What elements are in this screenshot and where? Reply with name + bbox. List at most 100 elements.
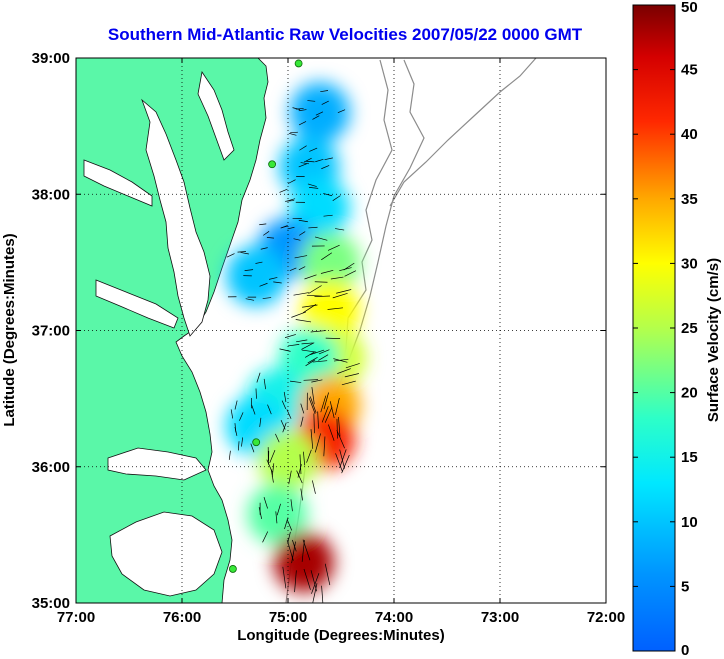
y-tick-label: 38:00 [32, 186, 70, 203]
velocity-arrow [290, 499, 293, 512]
velocity-arrow [324, 406, 333, 423]
velocity-arrow [279, 348, 291, 352]
velocity-arrow [303, 157, 312, 163]
velocity-arrow [259, 223, 267, 226]
velocity-arrow [276, 503, 281, 516]
velocity-arrow [239, 412, 244, 421]
velocity-arrow [323, 392, 329, 410]
velocity-arrow [287, 179, 296, 184]
velocity-arrow [294, 570, 297, 593]
velocity-cell [300, 280, 361, 341]
velocity-arrow [321, 585, 324, 603]
velocity-arrow [266, 237, 275, 239]
velocity-cell [289, 82, 350, 143]
velocity-arrow [323, 214, 333, 217]
velocity-arrow [312, 480, 316, 494]
velocity-cell [258, 429, 318, 490]
velocity-arrow [237, 251, 247, 253]
station-marker [252, 438, 261, 447]
velocity-arrow [301, 342, 315, 350]
velocity-arrow [329, 401, 335, 419]
velocity-arrow [228, 450, 231, 460]
colorbar-tick-label: 40 [681, 126, 698, 143]
velocity-arrow [280, 419, 286, 430]
velocity-arrow [321, 252, 333, 261]
velocity-arrow [309, 147, 318, 152]
station-markers [228, 59, 303, 573]
station-marker [228, 565, 237, 573]
velocity-arrow [301, 540, 305, 562]
velocity-arrow [240, 252, 249, 255]
y-tick-label: 37:00 [32, 323, 70, 340]
x-tick-label: 73:00 [481, 609, 519, 626]
colorbar-tick-label: 10 [681, 514, 698, 531]
chart-title: Southern Mid-Atlantic Raw Velocities 200… [108, 25, 583, 44]
pamlico-sound [109, 511, 223, 597]
velocity-arrow [226, 253, 235, 258]
velocity-arrow [344, 373, 359, 378]
velocity-arrow [336, 289, 352, 294]
velocity-arrow [323, 436, 326, 457]
colorbar-tick-label: 35 [681, 191, 698, 208]
velocity-arrow [275, 511, 278, 524]
velocity-arrow [291, 541, 296, 564]
velocity-arrow [244, 269, 254, 271]
velocity-arrow [304, 274, 317, 280]
velocity-arrow [299, 231, 306, 236]
velocity-arrow [307, 100, 316, 102]
grid-lines [76, 58, 606, 603]
velocity-arrow [311, 573, 320, 594]
velocity-arrow [293, 292, 309, 296]
colorbar-tick-label: 20 [681, 385, 698, 402]
velocity-arrow [262, 531, 269, 543]
velocity-arrow [314, 433, 321, 453]
velocity-arrow [263, 496, 268, 509]
velocity-arrow [290, 131, 298, 134]
velocity-arrow [318, 354, 329, 361]
velocity-arrow [279, 188, 288, 193]
velocity-arrow [300, 488, 303, 501]
x-axis-label: Longitude (Degrees:Minutes) [237, 627, 445, 644]
velocity-arrow [289, 380, 302, 383]
velocity-cell [300, 232, 361, 293]
velocity-arrow [287, 531, 291, 544]
velocity-vectors [226, 90, 360, 603]
velocity-arrow [292, 107, 301, 110]
velocity-field [226, 82, 366, 603]
velocity-arrow [335, 453, 343, 472]
velocity-blobs [226, 82, 366, 593]
velocity-arrow [299, 145, 307, 151]
velocity-arrow [286, 409, 292, 419]
velocity-arrow [262, 297, 272, 299]
velocity-arrow [270, 468, 274, 483]
plot-area [75, 57, 607, 604]
colorbar: 0 5 10 15 20 25 30 35 40 45 50 Surface Velocity (c… [632, 0, 722, 659]
albemarle-sound [107, 447, 207, 481]
x-axis: 77:00 76:00 75:00 74:00 73:00 72:00 [57, 58, 625, 626]
velocity-arrow [324, 157, 333, 161]
velocity-arrow [283, 391, 287, 403]
velocity-arrow [260, 247, 268, 250]
y-tick-label: 35:00 [32, 595, 70, 612]
velocity-arrow [306, 449, 312, 463]
velocity-arrow [273, 281, 282, 284]
velocity-arrow [341, 454, 350, 474]
velocity-arrow [315, 111, 324, 116]
velocity-arrow [282, 566, 287, 589]
velocity-arrow [291, 311, 307, 318]
velocity-arrow [286, 539, 294, 561]
velocity-arrow [302, 539, 311, 561]
velocity-arrow [341, 380, 356, 386]
velocity-arrow [271, 463, 275, 478]
velocity-arrow [298, 121, 307, 126]
velocity-arrow [337, 109, 346, 114]
estuary-james [95, 279, 179, 329]
velocity-arrow [312, 583, 318, 603]
velocity-arrow [314, 236, 328, 241]
velocity-arrow [327, 307, 343, 310]
velocity-arrow [328, 424, 335, 441]
velocity-arrow [339, 267, 352, 272]
velocity-arrow [296, 339, 308, 343]
velocity-arrow [250, 443, 255, 453]
